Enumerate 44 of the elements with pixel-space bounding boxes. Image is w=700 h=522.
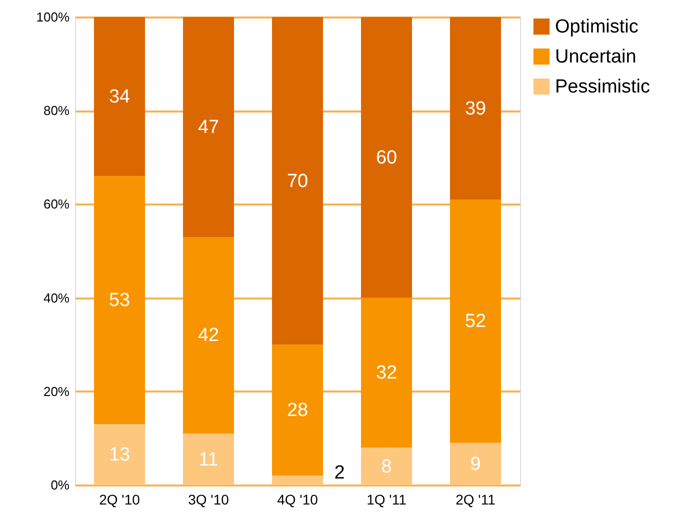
bar bbox=[361, 298, 412, 448]
y-tick-label: 0% bbox=[50, 478, 70, 492]
y-tick-label: 20% bbox=[43, 384, 70, 399]
legend-label: Optimistic bbox=[555, 16, 638, 38]
data-label: 34 bbox=[108, 86, 130, 108]
x-tick-label: 2Q '10 bbox=[99, 492, 140, 508]
data-label: 47 bbox=[198, 116, 220, 138]
x-tick-label: 4Q '10 bbox=[277, 492, 318, 508]
data-label: 28 bbox=[286, 400, 308, 422]
bar bbox=[361, 448, 412, 485]
bar bbox=[94, 176, 145, 424]
bar bbox=[94, 424, 145, 485]
data-label: 52 bbox=[464, 311, 486, 332]
data-label: 2 bbox=[334, 462, 345, 484]
data-label: 8 bbox=[381, 456, 392, 478]
bar bbox=[272, 476, 323, 485]
bar bbox=[272, 17, 323, 345]
x-tick-label: 1Q '11 bbox=[366, 492, 407, 508]
bar bbox=[361, 17, 412, 298]
x-tick-label: 3Q '10 bbox=[188, 492, 230, 508]
data-label: 70 bbox=[286, 170, 308, 192]
data-label: 9 bbox=[470, 454, 481, 475]
y-tick-label: 80% bbox=[43, 103, 70, 118]
bar bbox=[183, 434, 234, 485]
bar bbox=[450, 442, 501, 485]
legend-label: Uncertain bbox=[555, 46, 636, 68]
data-label: 32 bbox=[376, 362, 398, 384]
bar bbox=[94, 17, 145, 176]
y-tick-label: 100% bbox=[36, 10, 70, 24]
data-label: 42 bbox=[198, 325, 220, 346]
bar bbox=[183, 17, 234, 237]
legend-label: Pessimistic bbox=[555, 76, 650, 98]
data-label: 53 bbox=[108, 290, 130, 312]
data-label: 39 bbox=[464, 98, 486, 120]
x-tick-label: 2Q '11 bbox=[456, 492, 496, 508]
bar bbox=[272, 344, 323, 476]
bar bbox=[450, 17, 501, 200]
bar bbox=[450, 200, 501, 443]
data-label: 13 bbox=[108, 444, 130, 466]
y-tick-label: 60% bbox=[43, 196, 70, 212]
data-label: 60 bbox=[376, 147, 398, 168]
data-label: 11 bbox=[198, 449, 218, 470]
y-tick-label: 40% bbox=[43, 290, 70, 306]
bar bbox=[183, 236, 234, 434]
